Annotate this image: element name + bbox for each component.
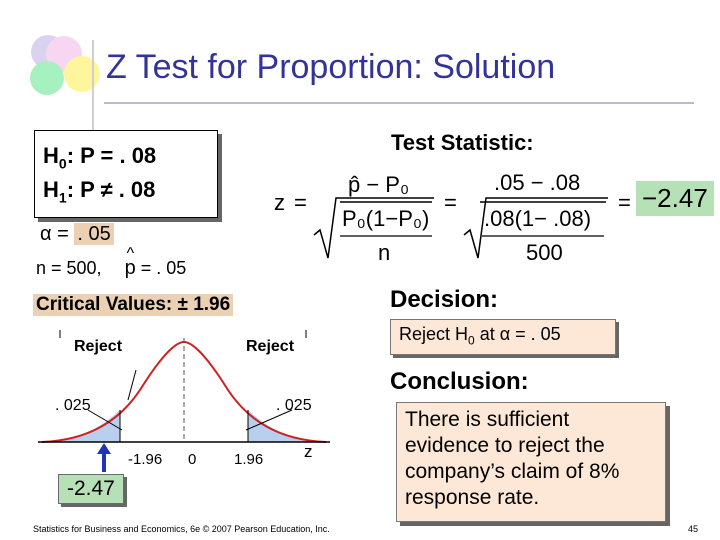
test-statistic-formula: z = p̂ − P₀ P₀(1−P₀) n = .05 − .08 .08(1… [274,170,631,265]
right-tail-region [248,410,326,442]
tick-pos-196: 1.96 [234,451,264,468]
right-tail-leader [245,409,293,431]
title-rule [104,102,694,104]
tick-zero: 0 [188,451,197,468]
reject-right-label: Reject [246,338,295,355]
tick-neg-196: -1.96 [128,451,163,468]
decision-text-sub: 0 [468,333,475,348]
sample-line: n = 500, ^ p = . 05 [36,245,187,280]
formula-den-n: n [378,240,390,265]
decision-box: Reject H0 at α = . 05 [390,319,616,355]
alpha-value: . 05 [74,223,114,245]
formula-eq-1: = [294,190,307,215]
formula-den-500: 500 [526,240,563,265]
decision-text-pre: Reject H [399,324,469,344]
alpha-line: α = . 05 [40,223,114,246]
critical-values-label: Critical Values: ± 1.96 [33,294,234,316]
formula-den-values: .08(1− .08) [484,206,591,231]
conclusion-box: There is sufficient evidence to reject t… [396,402,666,522]
z-value-box: -2.47 [58,474,124,504]
formula-den-symbolic: P₀(1−P₀) [342,206,429,231]
h0-line: H0: P = . 08 [43,143,156,171]
decision-alpha: α [499,324,511,344]
reject-left-label: Reject [74,338,123,355]
alpha-symbol: α [40,223,52,245]
z-value-arrow-head [97,443,111,454]
conclusion-heading: Conclusion: [390,368,529,395]
h0-label: H [43,143,59,168]
alpha-eq: = [51,223,75,245]
tail-left-label: . 025 [55,397,91,414]
hat-mark: ^ [126,245,135,262]
logo-circles [30,35,100,95]
h1-rest: : P ≠ . 08 [66,177,156,202]
sample-n: n = 500, [36,258,102,278]
h1-label: H [43,177,59,202]
test-statistic-heading: Test Statistic: [391,130,534,155]
normal-distribution-chart [38,330,330,472]
phat-value: = . 05 [135,258,187,278]
test-statistic-result: −2.47 [636,181,714,216]
h1-line: H1: P ≠ . 08 [43,177,155,205]
formula-num-values: .05 − .08 [494,170,580,195]
decision-text-mid: at [474,324,500,344]
formula-sqrt-1 [313,197,434,259]
tail-right-label: . 025 [276,397,312,414]
h0-rest: : P = . 08 [66,143,157,168]
left-tail-pointer [127,369,137,401]
formula-sqrt-2 [463,197,608,259]
left-tail-leader [87,409,123,431]
phat-symbol: p [124,257,136,279]
formula-eq-3: = [618,190,631,215]
logo-circle-green [30,61,64,95]
formula-z: z [274,190,285,215]
page-number: 45 [688,524,699,534]
phat-symbol-wrap: ^ p [124,245,136,280]
title-vertical-rule [92,40,94,150]
formula-num-symbolic: p̂ − P₀ [348,172,409,197]
axis-z-label: z [304,442,313,461]
decision-text-post: = . 05 [510,324,561,344]
logo-circle-yellow [64,56,100,92]
h0-sub: 0 [58,155,67,172]
decision-heading: Decision: [390,286,499,313]
page-title: Z Test for Proportion: Solution [106,48,556,86]
left-tail-region [42,410,120,442]
h1-sub: 1 [58,189,67,206]
footer-citation: Statistics for Business and Economics, 6… [33,524,330,534]
hypotheses-box: H0: P = . 08 H1: P ≠ . 08 [34,130,218,218]
formula-eq-2: = [444,190,457,215]
